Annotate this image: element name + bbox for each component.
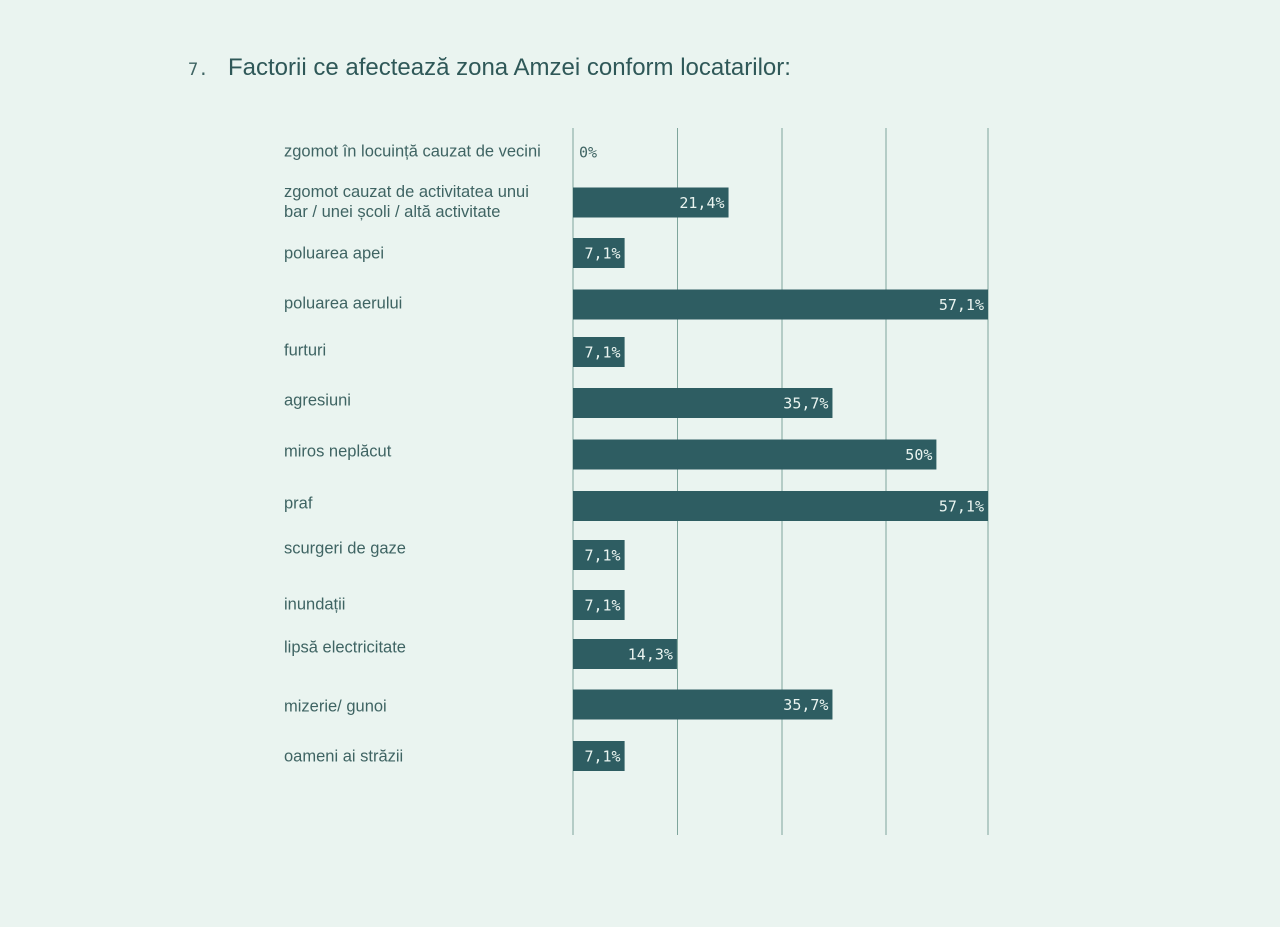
bar [573, 590, 625, 620]
value-label: 7,1% [584, 597, 620, 615]
value-label: 7,1% [584, 245, 620, 263]
category-label: inundații [284, 595, 345, 613]
question-title: Factorii ce afectează zona Amzei conform… [228, 54, 791, 81]
bar [573, 689, 833, 720]
category-label: furturi [284, 341, 326, 359]
value-label: 50% [905, 446, 932, 464]
value-label: 57,1% [939, 498, 984, 516]
category-label: poluarea apei [284, 244, 384, 262]
category-label: lipsă electricitate [284, 638, 406, 656]
value-label: 57,1% [939, 296, 984, 314]
value-label: 7,1% [584, 344, 620, 362]
value-label: 0% [579, 144, 597, 162]
bar [573, 388, 833, 418]
bar [573, 439, 937, 470]
category-label: poluarea aerului [284, 294, 402, 312]
value-label: 7,1% [584, 547, 620, 565]
category-label: miros neplăcut [284, 442, 392, 460]
bar [573, 741, 625, 771]
question-number: 7. [188, 60, 209, 80]
bar [573, 289, 988, 320]
value-label: 21,4% [679, 194, 724, 212]
bar [573, 639, 677, 669]
category-label: praf [284, 494, 313, 512]
bar [573, 491, 988, 521]
value-label: 7,1% [584, 748, 620, 766]
value-label: 35,7% [783, 395, 828, 413]
category-label: agresiuni [284, 391, 351, 409]
category-label: zgomot în locuință cauzat de vecini [284, 142, 541, 160]
bar [573, 187, 729, 218]
value-label: 35,7% [783, 696, 828, 714]
value-label: 14,3% [628, 646, 673, 664]
category-label: zgomot cauzat de activitatea unui bar / u… [284, 183, 529, 221]
category-label: oameni ai străzii [284, 747, 403, 765]
bar [573, 337, 625, 367]
question-heading: 7. Factorii ce afectează zona Amzei conf… [188, 54, 791, 82]
bar [573, 540, 625, 570]
category-label: mizerie/ gunoi [284, 697, 387, 715]
bar [573, 238, 625, 268]
category-label: scurgeri de gaze [284, 539, 406, 557]
